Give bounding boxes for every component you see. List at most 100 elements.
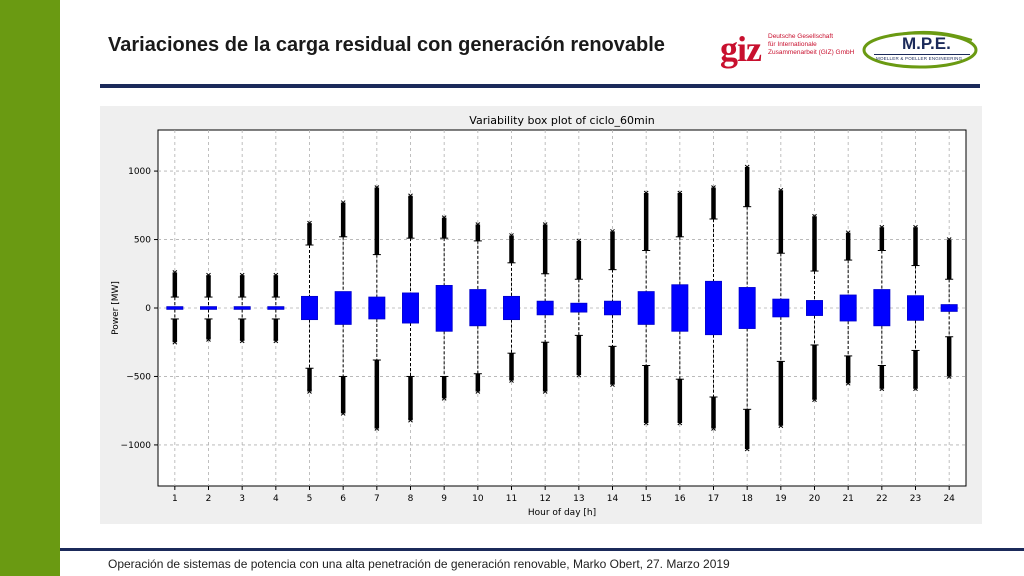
outlier-marker [441,396,447,401]
outlier-marker [744,164,750,170]
outlier-marker [913,386,918,392]
outlier-marker [812,213,817,219]
outlier-marker [711,185,716,190]
box-iqr [671,284,689,332]
x-tick-label: 5 [307,494,313,504]
x-tick-label: 20 [809,494,821,504]
mpe-logo-name: M.P.E. [902,34,951,53]
box-iqr [637,291,655,325]
box-iqr [368,296,386,320]
giz-logo: giz Deutsche Gesellschaft für Internatio… [718,29,858,70]
outlier-marker [610,228,615,234]
outlier-marker [340,411,346,416]
y-tick-label: −500 [126,372,151,382]
box-iqr [267,306,285,310]
outlier-marker [677,420,683,426]
box-iqr [772,298,790,318]
outlier-marker [576,238,582,244]
outlier-marker [408,417,413,423]
outlier-marker [408,193,413,199]
x-tick-label: 4 [273,494,279,504]
outlier-marker [340,200,346,205]
x-tick-label: 21 [842,494,853,504]
giz-logo-line: für Internationale [768,41,817,48]
outlier-marker [239,338,245,344]
x-tick-label: 3 [239,494,245,504]
slide-title: Variaciones de la carga residual con gen… [108,34,665,56]
giz-logo-line: Zusammenarbeit (GIZ) GmbH [768,49,855,56]
box-iqr [907,295,924,321]
x-tick-label: 17 [708,494,719,504]
x-tick-label: 11 [506,494,517,504]
x-tick-label: 9 [441,494,447,504]
x-axis-label: Hour of day [h] [528,508,596,518]
outlier-marker [643,420,649,426]
box-iqr [536,300,554,316]
box-iqr [503,295,520,321]
mpe-logo-rule [874,54,970,55]
outlier-marker [509,378,514,383]
y-axis-label: Power [MW] [111,281,121,335]
box-iqr [402,292,419,324]
x-tick-label: 14 [607,494,619,504]
box-iqr [570,302,588,313]
outlier-marker [946,237,952,242]
outlier-marker [273,272,279,278]
x-tick-label: 1 [172,494,178,504]
mpe-logo-subtitle: MOELLER & POELLER ENGINEERING [876,56,963,61]
outlier-marker [475,222,481,227]
y-tick-label: 500 [134,236,151,246]
giz-logo-mark: giz [720,29,762,69]
x-tick-label: 15 [640,494,651,504]
y-tick-label: 0 [145,304,151,314]
x-tick-label: 13 [573,494,584,504]
outlier-marker [610,382,615,388]
box-iqr [301,295,318,321]
box-iqr [705,280,722,336]
x-tick-label: 2 [206,494,212,504]
outlier-marker [542,389,548,394]
outlier-marker [576,372,582,378]
box-iqr [806,300,823,316]
outlier-marker [778,187,784,193]
x-tick-label: 16 [674,494,686,504]
box-iqr [200,306,217,310]
outlier-marker [239,272,245,278]
outlier-marker [307,389,312,394]
y-tick-label: −1000 [121,441,152,451]
outlier-marker [845,380,851,386]
outlier-marker [441,215,447,220]
outlier-marker [172,339,178,345]
outlier-marker [711,426,716,431]
outlier-marker [307,220,312,226]
outlier-marker [374,426,380,431]
y-tick-label: 1000 [128,167,151,177]
x-tick-label: 10 [472,494,484,504]
box-iqr [738,287,756,329]
outlier-marker [374,185,380,190]
box-iqr [166,306,184,310]
outlier-marker [946,374,952,379]
accent-sidebar-bar [0,0,60,576]
slide-footer: Operación de sistemas de potencia con un… [108,557,730,571]
outlier-marker [879,224,885,230]
giz-logo-line: Deutsche Gesellschaft [768,33,834,40]
box-iqr [435,285,453,332]
outlier-marker [744,446,750,452]
x-tick-label: 12 [539,494,550,504]
x-tick-label: 24 [943,494,955,504]
box-iqr [940,304,958,312]
outlier-marker [879,386,885,392]
x-tick-label: 6 [340,494,346,504]
x-tick-label: 22 [876,494,887,504]
outlier-marker [273,338,279,344]
giz-logo-text: Deutsche Gesellschaft für Internationale… [768,33,858,57]
outlier-marker [677,190,683,196]
chart-title: Variability box plot of ciclo_60min [469,114,654,127]
mpe-logo: M.P.E. MOELLER & POELLER ENGINEERING [860,28,980,72]
footer-rule [60,548,1024,551]
box-iqr [839,294,857,322]
box-iqr [604,300,621,316]
outlier-marker [475,389,481,394]
